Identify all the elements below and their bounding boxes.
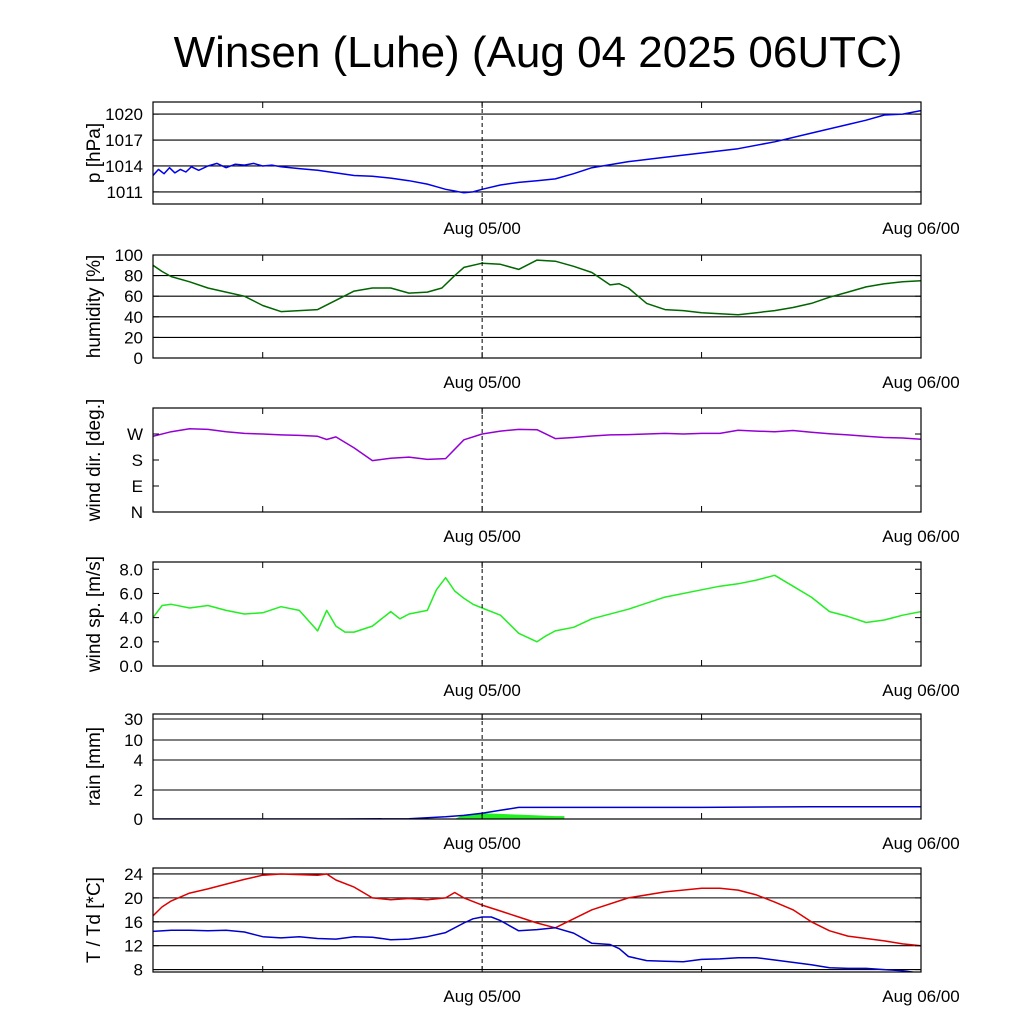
x-tick-label: Aug 05/00: [443, 373, 521, 392]
panel-pressure: 1011 1014 1017 1020 Aug 05/00 Aug 06/00 p [hPa…: [84, 101, 960, 238]
plot-area: [153, 109, 921, 194]
y-tick-label: 2: [134, 781, 143, 800]
panel-frame: [152, 254, 922, 359]
x-tick-label: Aug 05/00: [443, 834, 521, 853]
y-tick-label: 16: [124, 913, 143, 932]
y-tick-label: 80: [124, 267, 143, 286]
y-tick-label: 20: [124, 328, 143, 347]
panel-temperature: 8 12 16 20 24 Aug 05/00 Aug 06/00 T / Td [*C]: [84, 865, 960, 1006]
y-tick-label: 30: [124, 710, 143, 729]
line-series-0: [153, 109, 921, 194]
y-tick-label: 8: [134, 961, 143, 980]
panel-frame: [152, 561, 922, 667]
y-axis-label: wind sp. [m/s]: [84, 556, 105, 673]
y-tick-label: 10: [124, 731, 143, 750]
panel-frame: [152, 101, 922, 205]
panel-rain: 0 2 410 30 Aug 05/00 Aug 06/00 rain [mm]: [84, 710, 960, 853]
line-series-0: [153, 873, 921, 947]
panel-wind_speed: 0.0 2.0 4.0 6.0 8.0 Aug 05/00 Aug 06/00 wind sp…: [84, 556, 960, 700]
y-tick-label: 2.0: [119, 633, 143, 652]
y-tick-label: 0: [134, 810, 143, 829]
y-axis-label: wind dir. [deg.]: [84, 399, 105, 523]
plot-area: [153, 574, 921, 643]
y-axis-label: rain [mm]: [84, 727, 105, 806]
chart-title: Winsen (Luhe) (Aug 04 2025 06UTC): [174, 28, 903, 77]
line-series-1: [153, 805, 921, 819]
y-tick-label: 40: [124, 308, 143, 327]
y-tick-label: 0.0: [119, 657, 143, 676]
panel-frame: [152, 867, 922, 973]
y-tick-label: 24: [124, 865, 143, 884]
y-tick-label: 60: [124, 287, 143, 306]
x-tick-label: Aug 06/00: [882, 987, 960, 1006]
plot-area: [153, 873, 921, 972]
x-tick-label: Aug 06/00: [882, 527, 960, 546]
plot-area: [153, 259, 921, 316]
line-series-1: [153, 916, 918, 972]
x-tick-label: Aug 06/00: [882, 681, 960, 700]
y-tick-label: W: [127, 425, 143, 444]
x-tick-label: Aug 05/00: [443, 987, 521, 1006]
x-tick-label: Aug 06/00: [882, 219, 960, 238]
y-tick-label: 4: [134, 751, 143, 770]
x-tick-label: Aug 05/00: [443, 681, 521, 700]
y-tick-label: N: [131, 503, 143, 522]
panel-frame: [152, 713, 922, 820]
plot-area: [153, 428, 921, 462]
y-tick-label: 1014: [105, 157, 143, 176]
x-tick-label: Aug 05/00: [443, 527, 521, 546]
y-tick-label: 20: [124, 889, 143, 908]
x-tick-label: Aug 05/00: [443, 219, 521, 238]
y-axis-label: humidity [%]: [84, 255, 105, 358]
y-tick-label: E: [132, 477, 143, 496]
plot-area: [153, 805, 921, 819]
line-series-0: [153, 574, 921, 643]
y-tick-label: 4.0: [119, 609, 143, 628]
y-tick-label: 1011: [106, 183, 143, 202]
x-tick-label: Aug 06/00: [882, 373, 960, 392]
y-tick-label: 100: [115, 246, 143, 265]
x-tick-label: Aug 06/00: [882, 834, 960, 853]
line-series-0: [153, 428, 921, 462]
y-tick-label: 1020: [105, 105, 143, 124]
y-axis-label: T / Td [*C]: [84, 877, 105, 963]
y-tick-label: 6.0: [119, 584, 143, 603]
y-tick-label: 1017: [105, 131, 143, 150]
y-tick-label: 0: [134, 349, 143, 368]
y-tick-label: 12: [124, 937, 143, 956]
y-axis-label: p [hPa]: [84, 123, 105, 183]
panel-frame: [152, 407, 922, 513]
y-tick-label: 8.0: [119, 560, 143, 579]
line-series-0: [153, 259, 921, 316]
y-tick-label: S: [132, 451, 143, 470]
